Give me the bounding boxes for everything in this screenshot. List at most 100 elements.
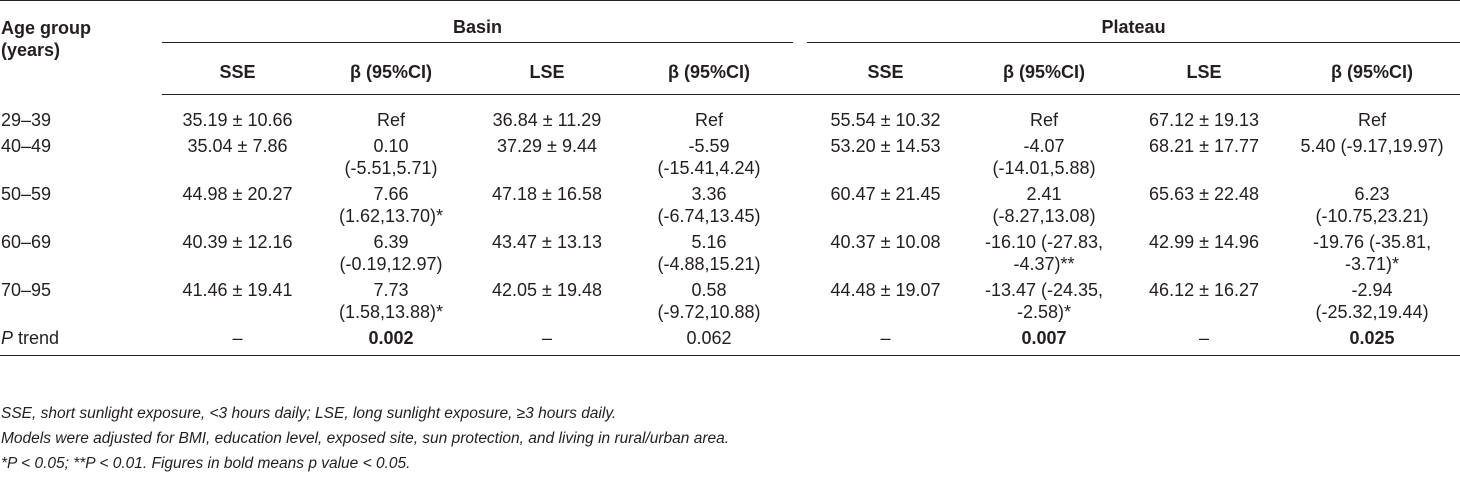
table-cell: Ref — [964, 95, 1124, 132]
cell-line: -2.58)* — [1017, 302, 1072, 322]
cell-line: 35.19 ± 10.66 — [182, 110, 293, 130]
cell-line: (-0.19,12.97) — [339, 254, 443, 274]
cell-line: 67.12 ± 19.13 — [1149, 110, 1260, 130]
table-cell: -2.94 (-25.32,19.44) — [1284, 275, 1460, 323]
subheader-plateau-lse: LSE — [1124, 42, 1285, 95]
footnote-significance: *P < 0.05; **P < 0.01. Figures in bold m… — [1, 455, 411, 472]
p-trend-label-italic: P — [1, 328, 14, 348]
cell-line: 35.04 ± 7.86 — [187, 136, 288, 156]
cell-line: (-4.88,15.21) — [657, 254, 761, 274]
p-trend-label: P trend — [0, 323, 162, 356]
table-row: 29–39 35.19 ± 10.66 Ref 36.84 ± 11.29 Ref 55.… — [0, 95, 1460, 132]
table-cell: 7.73 (1.58,13.88)* — [313, 275, 469, 323]
p-trend-label-rest: trend — [13, 328, 60, 348]
age-group-cell: 60–69 — [1, 232, 52, 252]
age-group-cell: 50–59 — [1, 184, 52, 204]
gap-cell — [793, 95, 807, 132]
cell-line: 65.63 ± 22.48 — [1149, 184, 1260, 204]
table-cell: 5.40 (-9.17,19.97) — [1284, 131, 1460, 179]
cell-line: 46.12 ± 16.27 — [1149, 280, 1260, 300]
cell-line: (-10.75,23.21) — [1315, 206, 1429, 226]
table-row: 40–49 35.04 ± 7.86 0.10 (-5.51,5.71) 37.29 ±… — [0, 131, 1460, 179]
p-trend-cell: – — [541, 328, 552, 348]
table-cell: 46.12 ± 16.27 — [1124, 275, 1284, 323]
age-header-line-1: Age group — [1, 18, 91, 38]
table-row: 60–69 40.39 ± 12.16 6.39 (-0.19,12.97) 43.47… — [0, 227, 1460, 275]
cell-line: -3.71)* — [1345, 254, 1400, 274]
footnote-abbreviations: SSE, short sunlight exposure, <3 hours d… — [1, 405, 617, 422]
table-cell: -19.76 (-35.81, -3.71)* — [1284, 227, 1460, 275]
cell-line: Ref — [695, 110, 724, 130]
gap-cell — [793, 227, 807, 275]
age-group-header: Age group (years) — [0, 1, 162, 95]
table-cell: 36.84 ± 11.29 — [469, 95, 625, 132]
cell-line: 6.23 — [1354, 184, 1390, 204]
cell-line: 37.29 ± 9.44 — [497, 136, 597, 156]
cell-line: 42.99 ± 14.96 — [1149, 232, 1260, 252]
cell-line: 55.54 ± 10.32 — [830, 110, 941, 130]
cell-line: (-8.27,13.08) — [992, 206, 1096, 226]
table-cell: Ref — [1284, 95, 1460, 132]
table-cell: 0.58 (-9.72,10.88) — [625, 275, 793, 323]
cell-line: -19.76 (-35.81, — [1313, 232, 1432, 252]
p-trend-cell: 0.025 — [1349, 328, 1395, 348]
table-body: 29–39 35.19 ± 10.66 Ref 36.84 ± 11.29 Ref 55.… — [0, 95, 1460, 356]
table-cell: 6.23 (-10.75,23.21) — [1284, 179, 1460, 227]
age-group-cell: 40–49 — [1, 136, 52, 156]
cell-line: (-25.32,19.44) — [1315, 302, 1429, 322]
cell-line: 5.40 (-9.17,19.97) — [1300, 136, 1444, 156]
footnote-adjustment: Models were adjusted for BMI, education … — [1, 430, 730, 447]
gap-cell — [793, 131, 807, 179]
cell-line: (-9.72,10.88) — [657, 302, 761, 322]
cell-line: 41.46 ± 19.41 — [182, 280, 293, 300]
cell-line: (-15.41,4.24) — [657, 158, 761, 178]
group-header-plateau: Plateau — [807, 0, 1460, 43]
cell-line: 53.20 ± 14.53 — [830, 136, 941, 156]
table-cell: 5.16 (-4.88,15.21) — [625, 227, 793, 275]
p-trend-cell: – — [1199, 328, 1210, 348]
group-header-basin: Basin — [162, 0, 794, 43]
table-footnotes: SSE, short sunlight exposure, <3 hours d… — [1, 401, 729, 476]
table-cell: -13.47 (-24.35, -2.58)* — [964, 275, 1124, 323]
cell-line: -4.07 — [1023, 136, 1065, 156]
cell-line: (-6.74,13.45) — [657, 206, 761, 226]
subheader-plateau-lse-beta: β (95%CI) — [1284, 42, 1460, 95]
table-cell: 7.66 (1.62,13.70)* — [313, 179, 469, 227]
table-row: 70–95 41.46 ± 19.41 7.73 (1.58,13.88)* 42.05… — [0, 275, 1460, 323]
table-cell: 35.04 ± 7.86 — [162, 131, 313, 179]
cell-line: -2.94 — [1351, 280, 1393, 300]
gap-cell — [793, 275, 807, 323]
group-gap — [793, 1, 807, 43]
cell-line: 5.16 — [691, 232, 727, 252]
p-trend-cell: 0.007 — [1021, 328, 1067, 348]
cell-line: Ref — [1030, 110, 1059, 130]
p-trend-cell: 0.002 — [368, 328, 414, 348]
table-cell: 43.47 ± 13.13 — [469, 227, 625, 275]
table-cell: 42.99 ± 14.96 — [1124, 227, 1284, 275]
cell-line: 42.05 ± 19.48 — [492, 280, 602, 300]
p-trend-cell: – — [880, 328, 891, 348]
p-trend-cell: 0.062 — [686, 328, 732, 348]
table-cell: 37.29 ± 9.44 — [469, 131, 625, 179]
table-cell: 65.63 ± 22.48 — [1124, 179, 1284, 227]
cell-line: 2.41 — [1026, 184, 1062, 204]
p-trend-cell: – — [232, 328, 243, 348]
gap-cell — [793, 179, 807, 227]
table-cell: 40.39 ± 12.16 — [162, 227, 313, 275]
cell-line: 7.73 — [373, 280, 409, 300]
cell-line: -13.47 (-24.35, — [984, 280, 1104, 300]
cell-line: Ref — [1358, 110, 1387, 130]
cell-line: 7.66 — [373, 184, 409, 204]
p-trend-row: P trend – 0.002 – 0.062 – 0.007 – 0.025 — [0, 323, 1460, 356]
cell-line: 44.48 ± 19.07 — [830, 280, 941, 300]
cell-line: 36.84 ± 11.29 — [492, 110, 602, 130]
cell-line: 0.10 — [373, 136, 409, 156]
cell-line: -4.37)** — [1013, 254, 1075, 274]
table-cell: Ref — [313, 95, 469, 132]
cell-line: -5.59 — [688, 136, 730, 156]
table-cell: 2.41 (-8.27,13.08) — [964, 179, 1124, 227]
table-cell: -4.07 (-14.01,5.88) — [964, 131, 1124, 179]
table-cell: Ref — [625, 95, 793, 132]
table-cell: 35.19 ± 10.66 — [162, 95, 313, 132]
